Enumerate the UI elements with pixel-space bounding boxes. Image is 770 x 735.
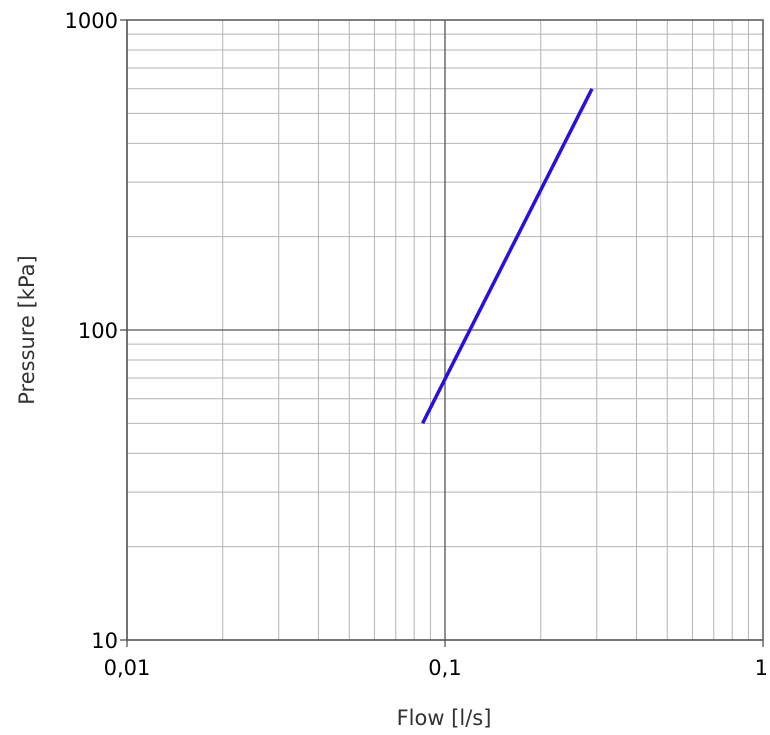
x-tick-label: 0,1 [428,656,461,680]
x-tick-labels: 0,01 0,1 1 [104,656,768,680]
series-line-1 [421,88,594,425]
y-tick-label: 10 [91,629,118,653]
x-tick-label: 1 [755,656,768,680]
y-tick-label: 100 [78,319,118,343]
series-layer [421,88,594,425]
x-tick-label: 0,01 [104,656,151,680]
x-axis-title: Flow [l/s] [397,706,492,730]
y-axis-title: Pressure [kPa] [15,255,39,404]
axis-ticks [120,19,764,647]
y-tick-labels: 10 100 1000 [65,9,118,653]
y-tick-label: 1000 [65,9,118,33]
